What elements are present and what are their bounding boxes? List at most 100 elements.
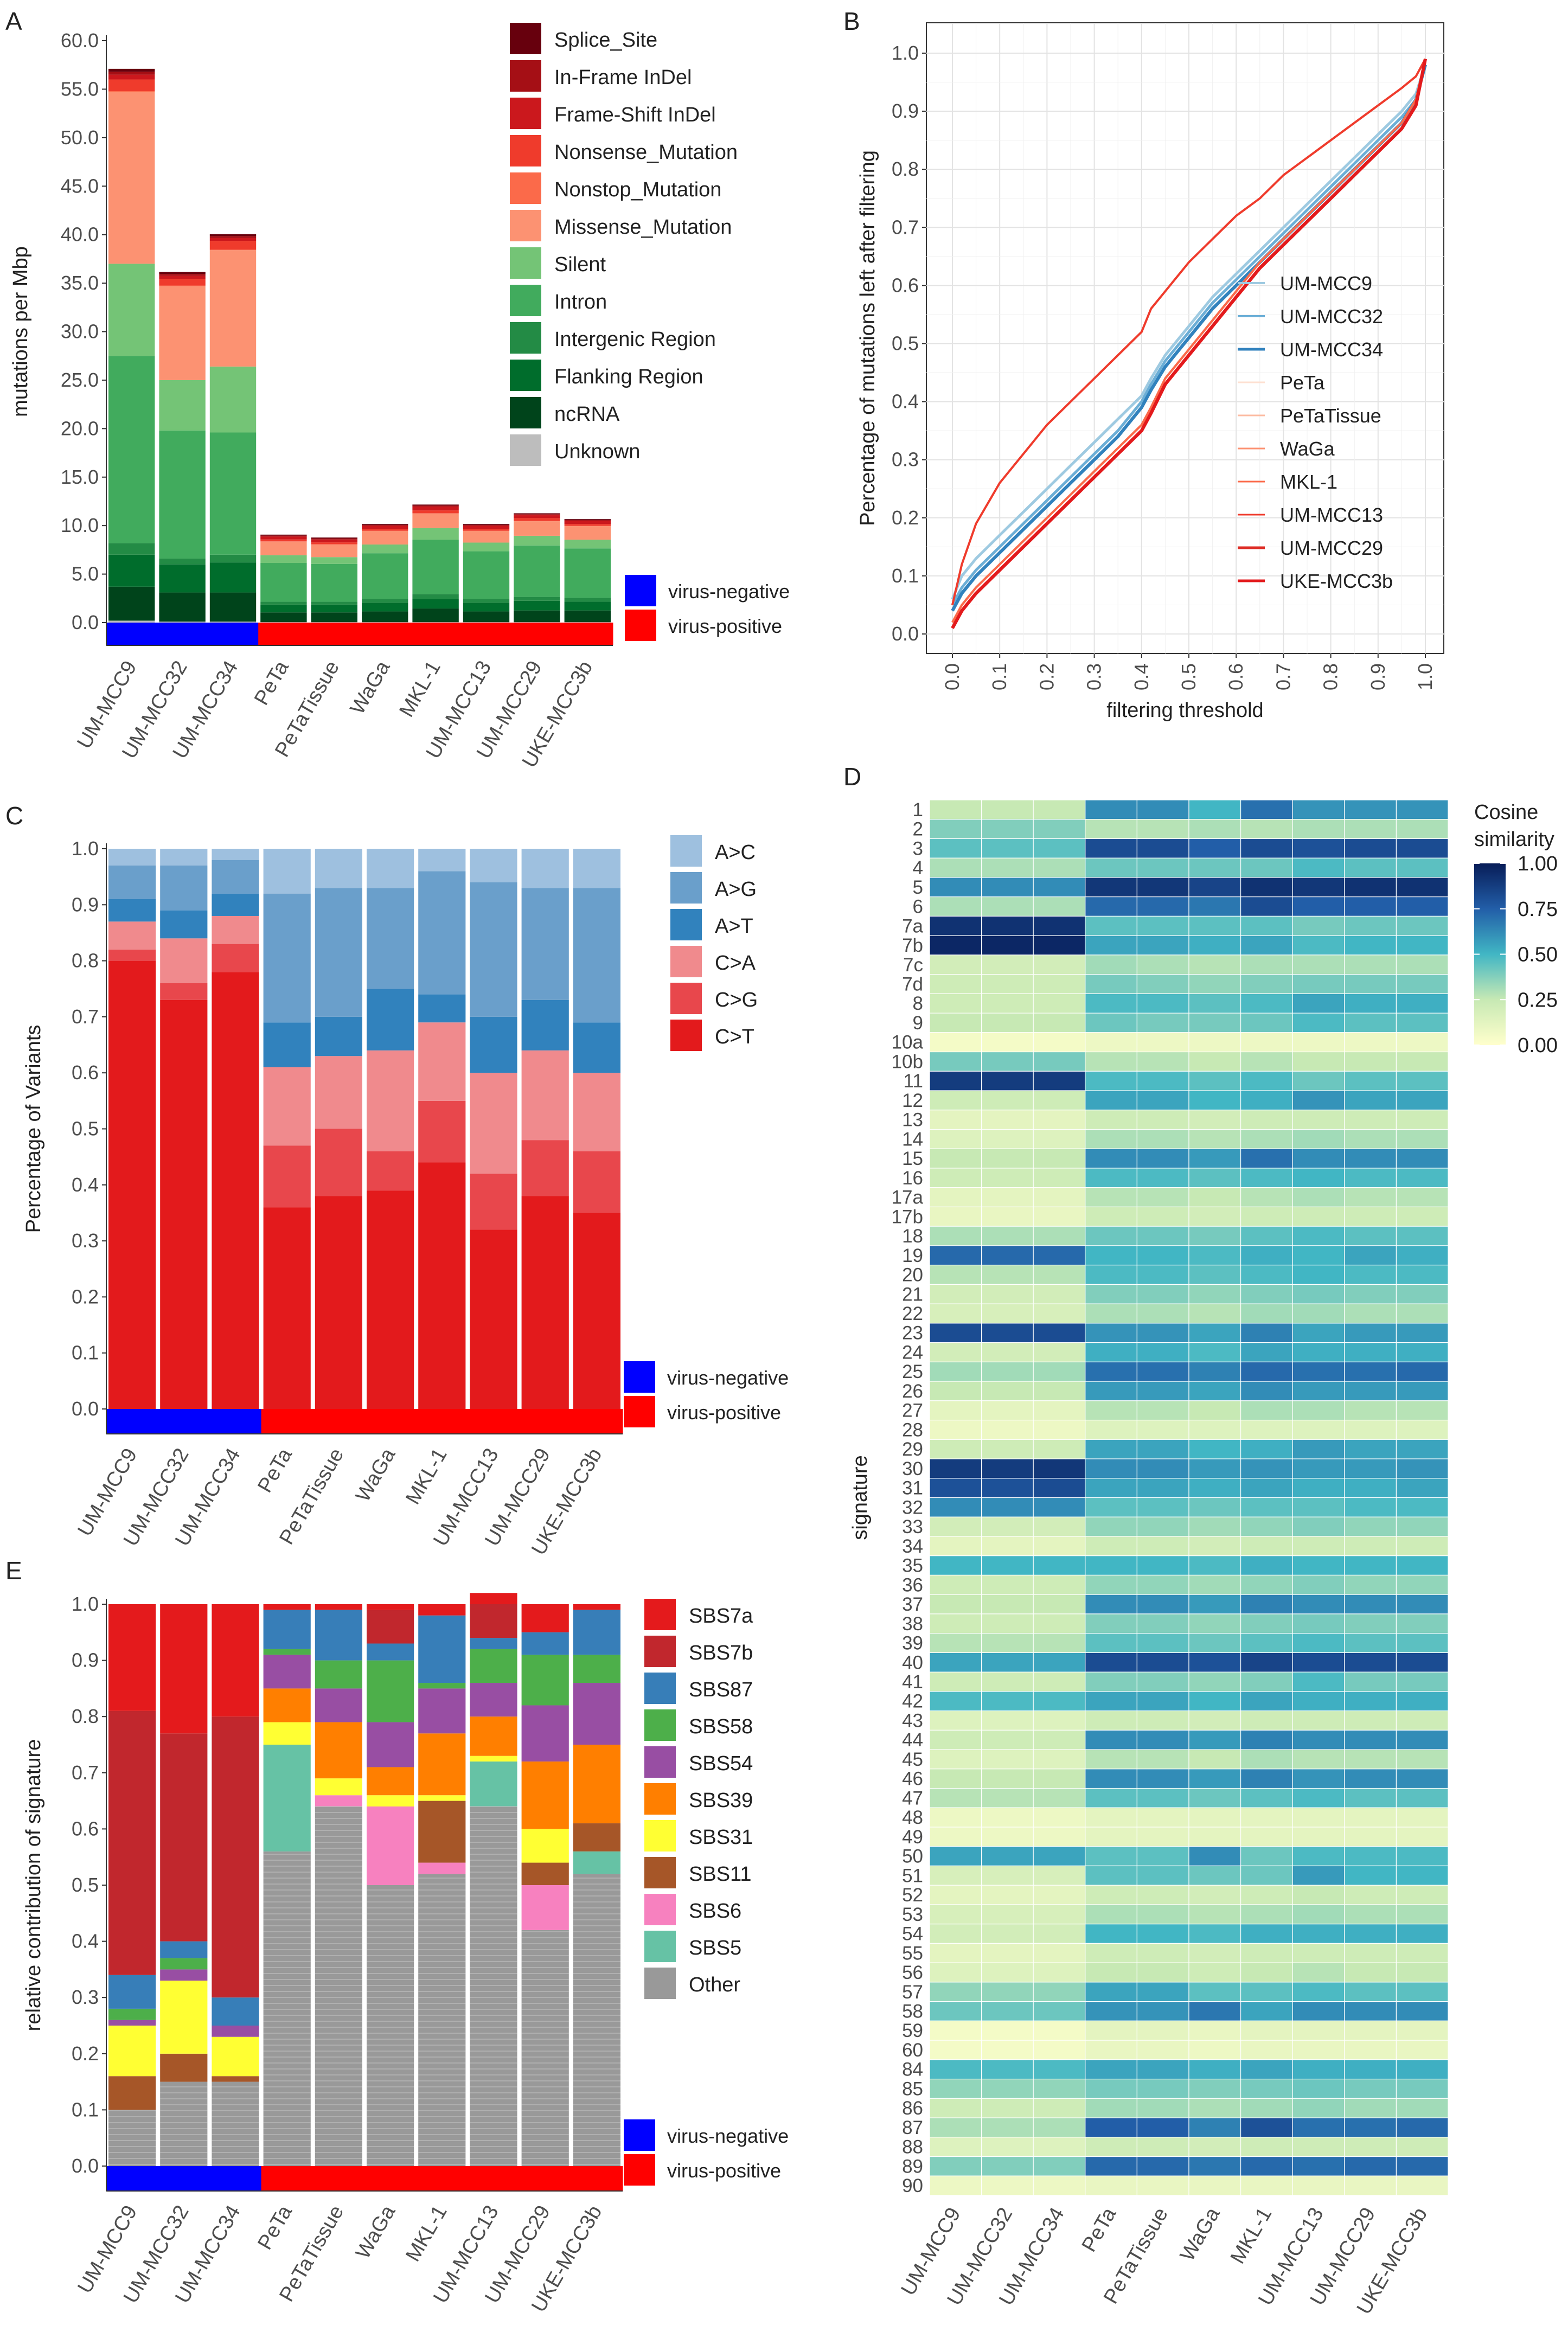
bar-segment	[412, 514, 458, 528]
panel-E: 0.00.10.20.30.40.50.60.70.80.91.0relativ…	[5, 1556, 789, 2316]
heatmap-cell	[1241, 2176, 1293, 2195]
bar-segment	[159, 593, 205, 622]
heatmap-cell	[1292, 1692, 1345, 1711]
heatmap-cell	[1292, 1459, 1345, 1478]
heatmap-cell	[982, 1614, 1034, 1633]
heatmap-cell	[1241, 1052, 1293, 1072]
heatmap-cell	[982, 1498, 1034, 1517]
heatmap-cell	[930, 1226, 982, 1246]
heatmap-cell	[930, 2040, 982, 2060]
bar-segment	[470, 1756, 517, 1761]
heatmap-cell	[1292, 975, 1345, 994]
heatmap-cell	[1085, 2060, 1137, 2079]
row-label: 37	[902, 1594, 923, 1615]
bar-segment	[108, 587, 155, 621]
heatmap-cell	[1396, 955, 1448, 975]
colorbar-tick-label: 0.50	[1518, 944, 1558, 966]
heatmap-cell	[1033, 1711, 1085, 1731]
heatmap-cell	[1345, 1362, 1397, 1381]
bar-segment	[367, 1795, 414, 1806]
heatmap-cell	[1345, 1265, 1397, 1285]
heatmap-cell	[1033, 2040, 1085, 2060]
row-label: 13	[902, 1110, 923, 1131]
heatmap-cell	[1241, 1323, 1293, 1343]
heatmap-cell	[982, 2137, 1034, 2157]
bar-segment	[160, 2082, 207, 2166]
heatmap-cell	[1137, 1246, 1189, 1265]
heatmap-cell	[930, 1924, 982, 1944]
heatmap-cell	[1292, 1905, 1345, 1924]
heatmap-cell	[1137, 1711, 1189, 1731]
bar-segment	[315, 1196, 362, 1409]
bar-segment	[108, 899, 156, 921]
heatmap-cell	[1137, 936, 1189, 955]
bar-segment	[412, 622, 458, 623]
bar-segment	[470, 1604, 517, 1638]
bar-segment	[522, 1705, 569, 1761]
status-cell	[209, 2166, 261, 2191]
heatmap-cell	[1085, 1343, 1137, 1362]
heatmap-cell	[1292, 838, 1345, 858]
heatmap-cell	[1396, 1420, 1448, 1440]
legend-swatch	[644, 1894, 676, 1925]
heatmap-cell	[1292, 1362, 1345, 1381]
heatmap-cell	[1033, 1594, 1085, 1614]
heatmap-cell	[1345, 1905, 1397, 1924]
heatmap-cell	[1241, 955, 1293, 975]
status-cell	[468, 2166, 520, 2191]
other-stripes	[315, 1806, 362, 2164]
heatmap-cell	[1292, 1168, 1345, 1188]
bar-segment	[362, 599, 408, 603]
heatmap-cell	[930, 1207, 982, 1226]
heatmap-cell	[1292, 1304, 1345, 1323]
heatmap-cell	[1189, 994, 1241, 1013]
heatmap-cell	[1345, 1866, 1397, 1885]
bar-segment	[463, 531, 509, 542]
legend-swatch	[510, 23, 541, 54]
heatmap-cell	[1292, 1091, 1345, 1110]
y-tick-label: 0.4	[892, 390, 919, 413]
legend-label: PeTaTissue	[1280, 405, 1381, 427]
heatmap-cell	[930, 1459, 982, 1478]
bar-segment	[212, 972, 259, 1409]
x-tick-label: 0.8	[1320, 663, 1342, 690]
bar-segment	[108, 75, 155, 80]
heatmap-cell	[1033, 1769, 1085, 1789]
heatmap-cell	[1396, 1013, 1448, 1033]
heatmap-cell	[1241, 2157, 1293, 2176]
heatmap-cell	[1292, 1323, 1345, 1343]
heatmap-cell	[982, 1207, 1034, 1226]
heatmap-cell	[1345, 1963, 1397, 1982]
heatmap-cell	[1345, 858, 1397, 877]
bar-segment	[108, 69, 155, 72]
status-cell	[313, 1409, 365, 1434]
legend-label: SBS7b	[689, 1642, 753, 1664]
bar-segment	[210, 622, 256, 623]
bar-segment	[522, 1761, 569, 1829]
heatmap-cell	[1085, 2040, 1137, 2060]
row-label: 24	[902, 1342, 923, 1363]
y-tick-label: 0.8	[72, 950, 99, 972]
heatmap-cell	[1345, 1652, 1397, 1672]
bar-segment	[311, 564, 357, 602]
heatmap-cell	[930, 1672, 982, 1692]
bar-segment	[573, 1655, 620, 1683]
bar-segment	[418, 849, 465, 871]
heatmap-cell	[1345, 1420, 1397, 1440]
bar-segment	[160, 866, 207, 911]
status-cell	[261, 1409, 313, 1434]
heatmap-cell	[1033, 1498, 1085, 1517]
y-tick-label: 45.0	[61, 175, 99, 197]
heatmap-cell	[1189, 1459, 1241, 1478]
heatmap-cell	[930, 1130, 982, 1149]
bar-segment	[160, 1733, 207, 1941]
heatmap-cell	[1241, 838, 1293, 858]
bar-segment	[108, 543, 155, 554]
heatmap-cell	[1137, 1614, 1189, 1633]
legend-label: A>G	[715, 878, 757, 901]
heatmap-cell	[1033, 1439, 1085, 1459]
bar-segment	[210, 432, 256, 554]
bar-segment	[418, 1874, 465, 2166]
heatmap-cell	[930, 1149, 982, 1168]
